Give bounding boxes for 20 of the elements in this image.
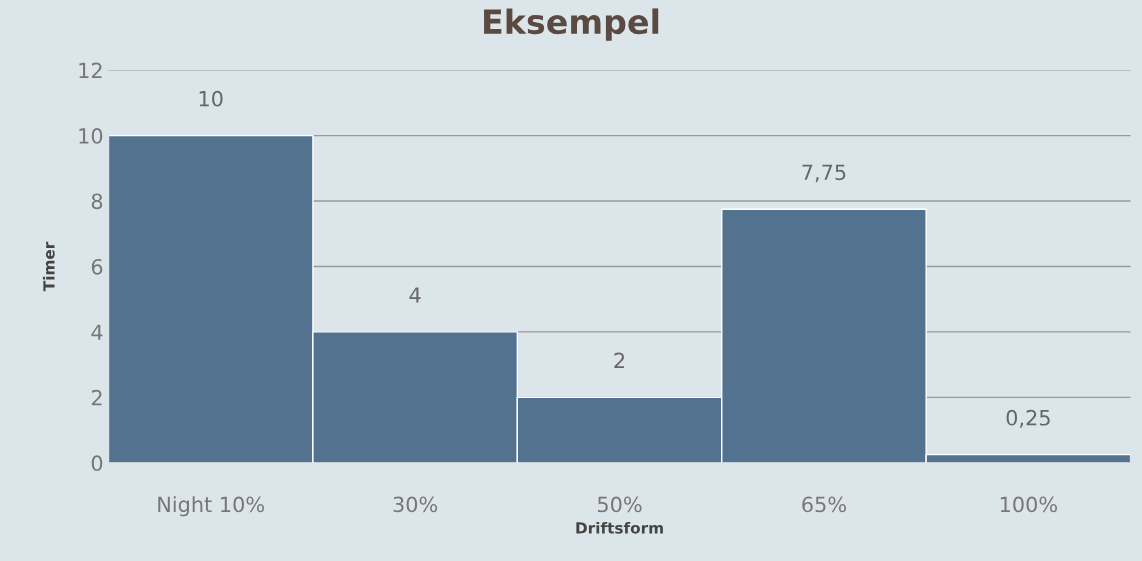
y-tick-label: 0 <box>91 455 103 472</box>
y-tick-label: 2 <box>91 389 102 406</box>
y-tick-label: 12 <box>79 62 102 79</box>
y-tick-label: 4 <box>91 324 103 340</box>
y-tick-label: 8 <box>91 193 103 210</box>
x-tick-label: 50% <box>597 496 642 513</box>
x-axis-title: Driftsform <box>576 521 663 534</box>
y-tick-label: 10 <box>79 128 103 144</box>
y-axis-title: Timer <box>42 241 55 292</box>
data-label: 2 <box>614 352 625 369</box>
x-tick-label: 65% <box>802 496 846 513</box>
data-label: 4 <box>409 287 421 303</box>
data-label: 0,25 <box>1006 409 1050 428</box>
data-label: 7,75 <box>802 164 846 183</box>
x-tick-label: 100% <box>1000 496 1057 513</box>
x-tick-label: 30% <box>393 496 438 513</box>
y-tick-label: 6 <box>91 258 103 275</box>
chart-title: Eksempel <box>484 8 659 41</box>
data-label: 10 <box>199 90 223 107</box>
x-tick-label: Night 10% <box>158 496 264 517</box>
